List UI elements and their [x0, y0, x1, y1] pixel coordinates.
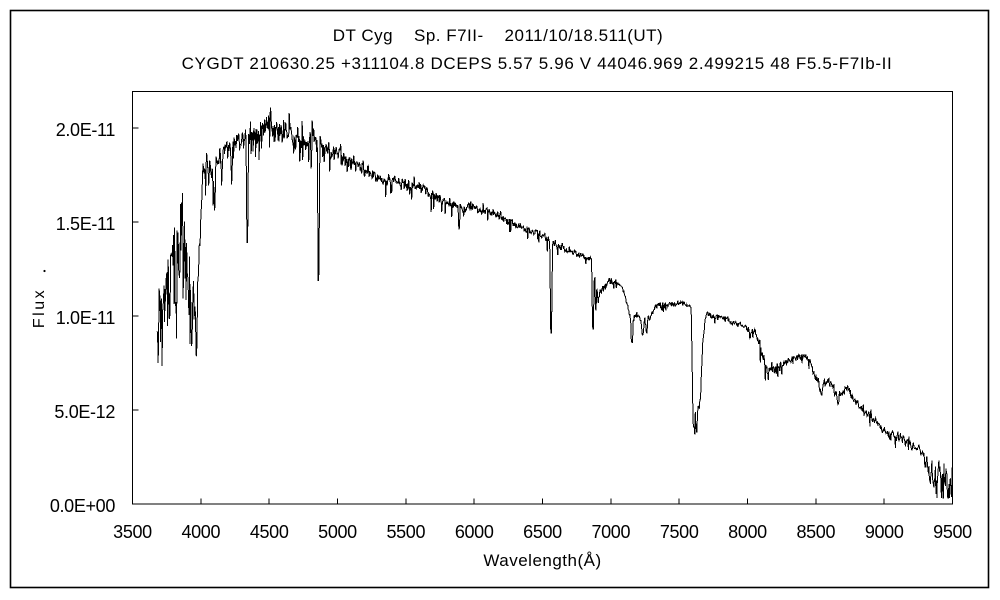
svg-text:5500: 5500: [386, 522, 425, 542]
svg-text:1.0E-11: 1.0E-11: [56, 308, 116, 328]
svg-text:0.0E+00: 0.0E+00: [50, 496, 115, 516]
svg-text:6000: 6000: [455, 522, 494, 542]
svg-text:6500: 6500: [523, 522, 562, 542]
svg-text:5.0E-12: 5.0E-12: [54, 402, 115, 422]
svg-text:2.0E-11: 2.0E-11: [56, 120, 116, 140]
svg-text:8000: 8000: [728, 522, 767, 542]
svg-text:DT Cyg Sp. F7II- 2011/10: DT Cyg Sp. F7II- 2011/10/18.511(UT): [333, 26, 663, 45]
svg-text:3500: 3500: [113, 522, 152, 542]
svg-text:7000: 7000: [591, 522, 630, 542]
svg-text:CYGDT 210630.25 +311104.8 DCEP: CYGDT 210630.25 +311104.8 DCEPS 5.57 5.9…: [182, 54, 893, 73]
svg-text:Wavelength(Å): Wavelength(Å): [483, 551, 601, 570]
svg-text:8500: 8500: [796, 522, 835, 542]
svg-text:4000: 4000: [181, 522, 220, 542]
svg-text:4500: 4500: [250, 522, 289, 542]
svg-text:9000: 9000: [865, 522, 904, 542]
svg-text:5000: 5000: [318, 522, 357, 542]
svg-text:7500: 7500: [660, 522, 699, 542]
svg-text:Flux: Flux: [31, 288, 48, 328]
svg-text:1.5E-11: 1.5E-11: [56, 214, 116, 234]
svg-text:9500: 9500: [933, 522, 972, 542]
